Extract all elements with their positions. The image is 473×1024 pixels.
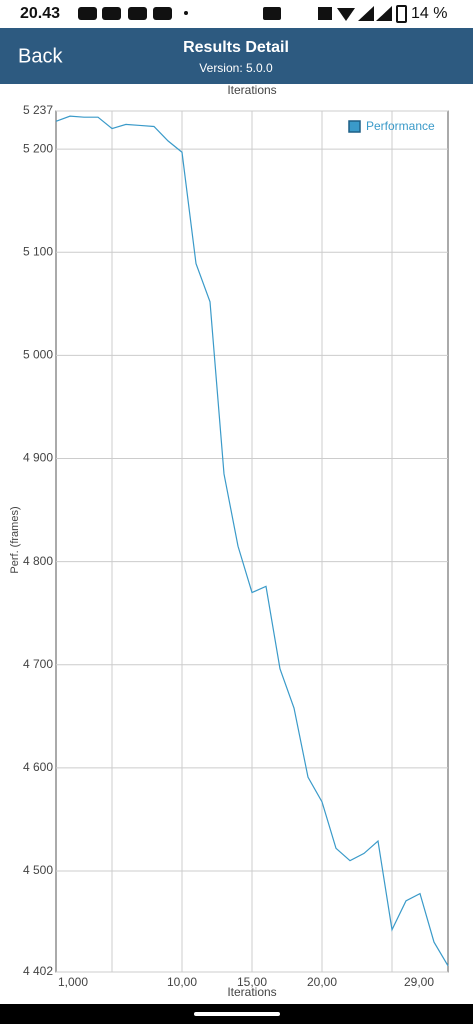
y-tick-label: 5 200 [23, 141, 53, 155]
legend-swatch [348, 120, 361, 133]
y-tick-label: 4 900 [23, 451, 53, 465]
y-tick-label: 5 000 [23, 348, 53, 362]
status-icons [78, 5, 407, 23]
y-tick-label: 4 600 [23, 760, 53, 774]
y-tick-label: 5 237 [23, 103, 53, 117]
header-title: Results Detail [183, 39, 289, 56]
status-time: 20.43 [20, 5, 60, 22]
x-tick-label: 20,00 [307, 975, 337, 989]
y-tick-label: 4 402 [23, 964, 53, 978]
y-tick-label: 4 800 [23, 554, 53, 568]
data-line [55, 115, 449, 967]
x-tick-label: 29,00 [404, 975, 434, 989]
status-battery: 14 % [411, 5, 447, 22]
y-tick-label: 4 700 [23, 657, 53, 671]
y-tick-label: 4 500 [23, 863, 53, 877]
plot: 4 402 4 500 4 600 4 700 4 800 4 900 5 000 5 100… [23, 103, 449, 989]
y-axis-label: Perf. (frames) [9, 506, 21, 573]
x-tick-label: 10,00 [167, 975, 197, 989]
x-tick-label: 15,00 [237, 975, 267, 989]
y-tick-label: 5 100 [23, 244, 53, 258]
status-bar [0, 0, 473, 28]
header-subtitle: Version: 5.0.0 [199, 61, 273, 75]
x-axis-label-top: Iterations [227, 83, 276, 97]
back-button[interactable]: Back [18, 45, 63, 67]
home-indicator[interactable] [194, 1012, 280, 1016]
header-bar [0, 28, 473, 84]
x-axis-label: Iterations [227, 985, 276, 999]
legend-label: Performance [366, 119, 435, 133]
x-tick-label: 1,000 [58, 975, 88, 989]
